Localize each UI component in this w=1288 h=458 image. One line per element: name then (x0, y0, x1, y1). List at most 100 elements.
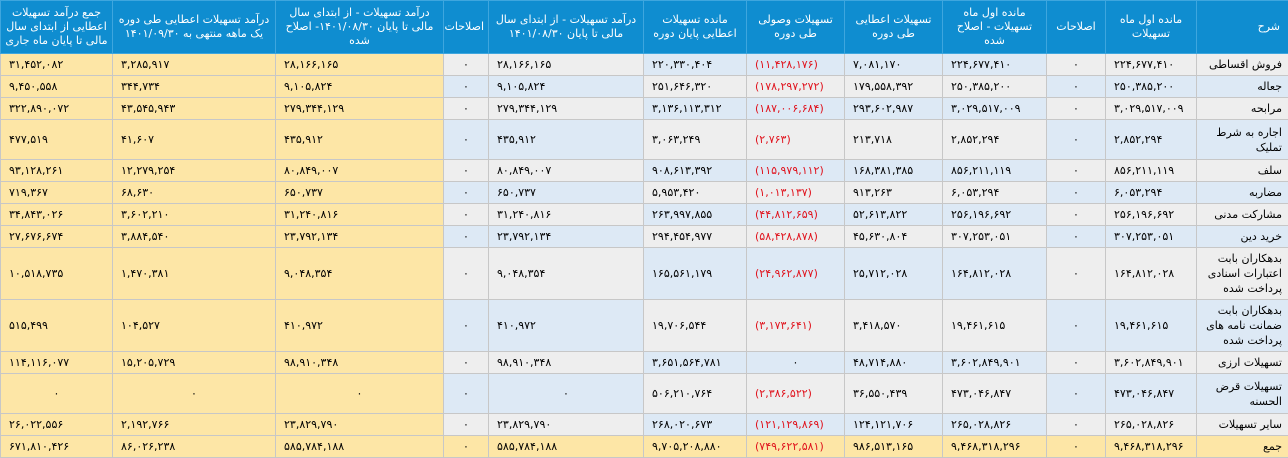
cell-adjustments-2: ۰ (444, 160, 489, 182)
table-row: مرابحه ۳,۰۲۹,۵۱۷,۰۰۹ ۰ ۳,۰۲۹,۵۱۷,۰۰۹ ۲۹۳… (1, 98, 1288, 120)
header-opening-balance: مانده اول ماه تسهیلات (1106, 1, 1197, 54)
cell-collected: (۲,۷۶۳) (747, 120, 845, 160)
header-collected: تسهیلات وصولی طی دوره (747, 1, 845, 54)
cell-collected: (۱۲۱,۱۲۹,۸۶۹) (747, 414, 845, 436)
total-row: جمع ۹,۴۶۸,۳۱۸,۲۹۶ ۰ ۹,۴۶۸,۳۱۸,۲۹۶ ۹۸۶,۵۱… (1, 436, 1288, 458)
cell-closing: ۵۰۶,۲۱۰,۷۶۴ (644, 374, 747, 414)
table-row: فروش اقساطی ۲۲۴,۶۷۷,۴۱۰ ۰ ۲۲۴,۶۷۷,۴۱۰ ۷,… (1, 54, 1288, 76)
cell-opening-adjusted: ۲۵۰,۳۸۵,۲۰۰ (943, 76, 1047, 98)
row-desc: اجاره به شرط تملیک (1197, 120, 1288, 160)
row-desc: بدهکاران بابت ضمانت نامه های پرداخت شده (1197, 300, 1288, 352)
cell-income-prev-adjusted: ۲۳,۷۹۲,۱۳۴ (276, 226, 444, 248)
cell-opening-adjusted: ۲۶۵,۰۲۸,۸۲۶ (943, 414, 1047, 436)
cell-opening: ۳,۶۰۲,۸۴۹,۹۰۱ (1106, 352, 1197, 374)
row-desc: بدهکاران بابت اعتبارات اسنادی پرداخت شده (1197, 248, 1288, 300)
cell-adjustments-1: ۰ (1047, 98, 1106, 120)
table-row: اجاره به شرط تملیک ۲,۸۵۲,۲۹۴ ۰ ۲,۸۵۲,۲۹۴… (1, 120, 1288, 160)
cell-opening: ۱۶۴,۸۱۲,۰۲۸ (1106, 248, 1197, 300)
cell-collected: (۳,۱۷۳,۶۴۱) (747, 300, 845, 352)
cell-granted: ۹۱۳,۲۶۳ (845, 182, 943, 204)
cell-income-prev: ۹۸,۹۱۰,۳۴۸ (489, 352, 644, 374)
cell-adjustments-2: ۰ (444, 414, 489, 436)
table-row: مضاربه ۶,۰۵۳,۲۹۴ ۰ ۶,۰۵۳,۲۹۴ ۹۱۳,۲۶۳ (۱,… (1, 182, 1288, 204)
cell-income-prev: ۶۵۰,۷۳۷ (489, 182, 644, 204)
cell-income-prev-adjusted: ۲۷۹,۳۴۴,۱۲۹ (276, 98, 444, 120)
total-opening: ۹,۴۶۸,۳۱۸,۲۹۶ (1106, 436, 1197, 458)
cell-adjustments-2: ۰ (444, 98, 489, 120)
row-desc: جعاله (1197, 76, 1288, 98)
cell-granted: ۳۶,۵۵۰,۴۳۹ (845, 374, 943, 414)
header-income-one-month: درآمد تسهیلات اعطایی طی دوره یک ماهه منت… (113, 1, 276, 54)
cell-income-total: ۴۷۷,۵۱۹ (1, 120, 113, 160)
cell-closing: ۲۹۴,۴۵۴,۹۷۷ (644, 226, 747, 248)
total-income-prev: ۵۸۵,۷۸۴,۱۸۸ (489, 436, 644, 458)
cell-adjustments-1: ۰ (1047, 414, 1106, 436)
total-closing: ۹,۷۰۵,۲۰۸,۸۸۰ (644, 436, 747, 458)
cell-granted: ۱۶۸,۳۸۱,۳۸۵ (845, 160, 943, 182)
cell-adjustments-1: ۰ (1047, 76, 1106, 98)
total-opening-adjusted: ۹,۴۶۸,۳۱۸,۲۹۶ (943, 436, 1047, 458)
cell-income-month: ۳,۸۸۴,۵۴۰ (113, 226, 276, 248)
header-closing-balance: مانده تسهیلات اعطایی پایان دوره (644, 1, 747, 54)
total-adjustments-1: ۰ (1047, 436, 1106, 458)
cell-income-total: ۵۱۵,۴۹۹ (1, 300, 113, 352)
table-row: تسهیلات ارزی ۳,۶۰۲,۸۴۹,۹۰۱ ۰ ۳,۶۰۲,۸۴۹,۹… (1, 352, 1288, 374)
cell-adjustments-2: ۰ (444, 182, 489, 204)
cell-adjustments-1: ۰ (1047, 226, 1106, 248)
cell-adjustments-2: ۰ (444, 352, 489, 374)
cell-adjustments-1: ۰ (1047, 54, 1106, 76)
cell-closing: ۲۶۸,۰۲۰,۶۷۳ (644, 414, 747, 436)
cell-opening-adjusted: ۲,۸۵۲,۲۹۴ (943, 120, 1047, 160)
cell-income-month: ۴۳,۵۴۵,۹۴۳ (113, 98, 276, 120)
cell-opening-adjusted: ۲۵۶,۱۹۶,۶۹۲ (943, 204, 1047, 226)
cell-collected: (۴۴,۸۱۲,۶۵۹) (747, 204, 845, 226)
cell-opening-adjusted: ۳,۰۲۹,۵۱۷,۰۰۹ (943, 98, 1047, 120)
cell-income-prev: ۳۱,۲۴۰,۸۱۶ (489, 204, 644, 226)
cell-opening-adjusted: ۳,۶۰۲,۸۴۹,۹۰۱ (943, 352, 1047, 374)
cell-opening: ۲۲۴,۶۷۷,۴۱۰ (1106, 54, 1197, 76)
cell-closing: ۳,۱۳۶,۱۱۳,۳۱۲ (644, 98, 747, 120)
cell-income-total: ۰ (1, 374, 113, 414)
row-desc: سلف (1197, 160, 1288, 182)
cell-collected: (۱۱,۴۲۸,۱۷۶) (747, 54, 845, 76)
cell-income-prev: ۴۳۵,۹۱۲ (489, 120, 644, 160)
cell-adjustments-2: ۰ (444, 76, 489, 98)
table-row: جعاله ۲۵۰,۳۸۵,۲۰۰ ۰ ۲۵۰,۳۸۵,۲۰۰ ۱۷۹,۵۵۸,… (1, 76, 1288, 98)
cell-income-total: ۳۲۲,۸۹۰,۰۷۲ (1, 98, 113, 120)
cell-collected: (۱۸۷,۰۰۶,۶۸۴) (747, 98, 845, 120)
cell-income-prev-adjusted: ۶۵۰,۷۳۷ (276, 182, 444, 204)
total-income-month: ۸۶,۰۲۶,۲۳۸ (113, 436, 276, 458)
cell-income-prev-adjusted: ۴۱۰,۹۷۲ (276, 300, 444, 352)
row-desc: تسهیلات قرض الحسنه (1197, 374, 1288, 414)
cell-income-month: ۳,۲۸۵,۹۱۷ (113, 54, 276, 76)
cell-income-month: ۴۱,۶۰۷ (113, 120, 276, 160)
cell-adjustments-1: ۰ (1047, 182, 1106, 204)
cell-closing: ۲۵۱,۶۴۶,۳۲۰ (644, 76, 747, 98)
cell-granted: ۲۱۳,۷۱۸ (845, 120, 943, 160)
cell-income-prev-adjusted: ۹,۰۴۸,۳۵۴ (276, 248, 444, 300)
cell-adjustments-1: ۰ (1047, 120, 1106, 160)
cell-income-prev: ۴۱۰,۹۷۲ (489, 300, 644, 352)
cell-income-prev-adjusted: ۲۸,۱۶۶,۱۶۵ (276, 54, 444, 76)
total-income-prev-adjusted: ۵۸۵,۷۸۴,۱۸۸ (276, 436, 444, 458)
cell-income-prev-adjusted: ۲۳,۸۲۹,۷۹۰ (276, 414, 444, 436)
cell-closing: ۲۶۳,۹۹۷,۸۵۵ (644, 204, 747, 226)
cell-adjustments-2: ۰ (444, 226, 489, 248)
cell-closing: ۳,۰۶۳,۲۴۹ (644, 120, 747, 160)
cell-income-total: ۳۴,۸۴۳,۰۲۶ (1, 204, 113, 226)
cell-income-prev: ۹,۰۴۸,۳۵۴ (489, 248, 644, 300)
cell-opening-adjusted: ۶,۰۵۳,۲۹۴ (943, 182, 1047, 204)
table-row: سلف ۸۵۶,۲۱۱,۱۱۹ ۰ ۸۵۶,۲۱۱,۱۱۹ ۱۶۸,۳۸۱,۳۸… (1, 160, 1288, 182)
total-collected: (۷۴۹,۶۲۲,۵۸۱) (747, 436, 845, 458)
cell-income-prev: ۲۸,۱۶۶,۱۶۵ (489, 54, 644, 76)
cell-closing: ۵,۹۵۳,۴۲۰ (644, 182, 747, 204)
cell-income-prev: ۲۷۹,۳۴۴,۱۲۹ (489, 98, 644, 120)
row-desc: فروش اقساطی (1197, 54, 1288, 76)
cell-opening: ۳,۰۲۹,۵۱۷,۰۰۹ (1106, 98, 1197, 120)
cell-opening-adjusted: ۲۲۴,۶۷۷,۴۱۰ (943, 54, 1047, 76)
table-row: خرید دین ۳۰۷,۲۵۳,۰۵۱ ۰ ۳۰۷,۲۵۳,۰۵۱ ۴۵,۶۳… (1, 226, 1288, 248)
cell-granted: ۱۲۴,۱۲۱,۷۰۶ (845, 414, 943, 436)
cell-collected: (۵۸,۴۲۸,۸۷۸) (747, 226, 845, 248)
cell-closing: ۱۹,۷۰۶,۵۴۴ (644, 300, 747, 352)
cell-income-total: ۳۱,۴۵۲,۰۸۲ (1, 54, 113, 76)
